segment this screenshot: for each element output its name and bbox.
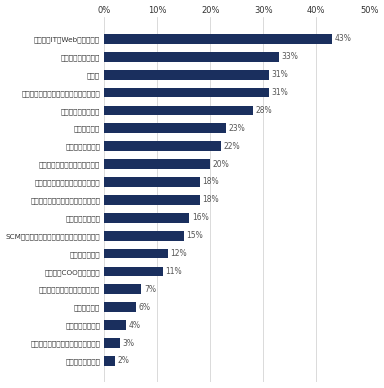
Bar [104, 34, 332, 44]
Bar [104, 159, 210, 169]
Text: 16%: 16% [192, 213, 209, 222]
Text: 6%: 6% [139, 303, 151, 312]
Text: 11%: 11% [165, 267, 182, 276]
Bar [104, 338, 120, 348]
Bar [104, 70, 268, 80]
Text: 3%: 3% [123, 339, 135, 348]
Text: 20%: 20% [213, 159, 230, 169]
Text: 18%: 18% [202, 196, 219, 204]
Bar [104, 177, 200, 187]
Bar [104, 52, 279, 62]
Text: 18%: 18% [202, 177, 219, 187]
Text: 2%: 2% [118, 357, 129, 365]
Text: 4%: 4% [128, 320, 140, 330]
Text: 31%: 31% [271, 88, 288, 97]
Bar [104, 284, 141, 294]
Text: 23%: 23% [229, 124, 246, 133]
Bar [104, 141, 221, 151]
Text: 7%: 7% [144, 285, 156, 294]
Bar [104, 231, 184, 241]
Bar [104, 249, 168, 258]
Text: 28%: 28% [255, 106, 272, 115]
Text: 31%: 31% [271, 70, 288, 79]
Text: 15%: 15% [187, 231, 203, 240]
Text: 22%: 22% [223, 142, 240, 151]
Text: 43%: 43% [335, 35, 352, 43]
Bar [104, 356, 115, 366]
Bar [104, 106, 253, 115]
Bar [104, 123, 226, 133]
Text: 12%: 12% [170, 249, 187, 258]
Bar [104, 195, 200, 205]
Bar [104, 213, 189, 223]
Bar [104, 320, 126, 330]
Text: 33%: 33% [282, 52, 299, 61]
Bar [104, 88, 268, 97]
Bar [104, 267, 162, 276]
Bar [104, 302, 136, 312]
